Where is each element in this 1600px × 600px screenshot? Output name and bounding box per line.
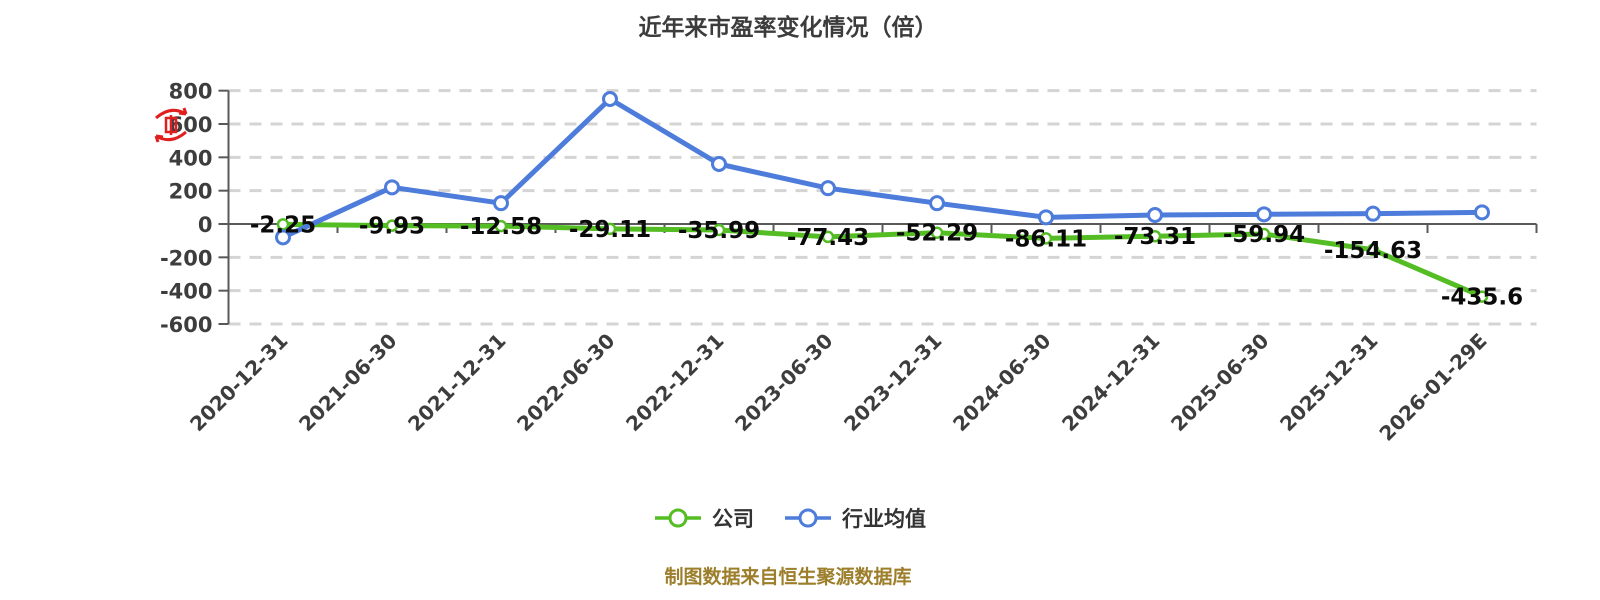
legend-label-company: 公司 — [712, 507, 754, 531]
legend-label-industry-average: 行业均值 — [842, 507, 926, 531]
x-axis-label: 2026-01-29E — [1374, 329, 1491, 446]
x-axis-label: 2022-06-30 — [512, 329, 619, 436]
x-axis-label: 2025-12-31 — [1275, 329, 1382, 436]
y-axis-label: -200 — [160, 246, 213, 270]
series-0-point[interactable] — [712, 223, 726, 237]
y-axis-label: 200 — [169, 180, 213, 204]
series-1-point[interactable] — [1038, 209, 1054, 226]
data-label: -435.6 — [1441, 285, 1523, 311]
legend-item-company[interactable]: 公司 — [654, 503, 754, 533]
series-1-point[interactable] — [1256, 206, 1272, 223]
x-axis-label: 2025-06-30 — [1166, 329, 1273, 436]
x-axis-label: 2020-12-31 — [185, 329, 292, 436]
y-axis-label: -600 — [160, 313, 213, 337]
data-label: -2.25 — [250, 212, 316, 238]
red-refresh-stamp-icon — [154, 107, 188, 143]
x-axis-label: 2021-06-30 — [294, 329, 401, 436]
series-0-point[interactable] — [821, 230, 835, 244]
series-0-point[interactable] — [603, 222, 617, 236]
y-axis-label: -400 — [160, 280, 213, 304]
series-1-point[interactable] — [384, 179, 400, 196]
y-axis-label: 0 — [198, 213, 213, 237]
legend-marker-industry-average-icon — [785, 508, 831, 528]
y-axis-label: 800 — [169, 80, 213, 104]
series-0-point[interactable] — [1475, 290, 1489, 303]
x-axis-label: 2021-12-31 — [403, 329, 510, 436]
series-0-point[interactable] — [930, 226, 944, 239]
legend-marker-company-icon — [655, 508, 701, 528]
series-1-line — [280, 96, 1485, 240]
series-1-point[interactable] — [820, 180, 836, 197]
series-0-line — [280, 221, 1485, 300]
series-1-point[interactable] — [1365, 205, 1381, 222]
data-label: -77.43 — [787, 225, 869, 251]
x-axis-label: 2024-06-30 — [948, 329, 1055, 436]
data-label: -59.94 — [1223, 222, 1305, 248]
series-0-point[interactable] — [494, 219, 508, 233]
series-1-point[interactable] — [1147, 207, 1163, 223]
series-0-point[interactable] — [1148, 229, 1162, 243]
x-axis-label: 2023-06-30 — [730, 329, 837, 436]
legend-item-industry-average[interactable]: 行业均值 — [784, 503, 926, 533]
series-1-point[interactable] — [493, 195, 509, 212]
series-1-point[interactable] — [602, 91, 618, 107]
series-0-point[interactable] — [385, 219, 399, 232]
data-label: -73.31 — [1114, 224, 1196, 250]
data-label: -154.63 — [1324, 238, 1422, 264]
x-axis-label: 2022-12-31 — [621, 329, 728, 436]
data-label: -52.29 — [896, 221, 978, 247]
series-1-point[interactable] — [711, 156, 727, 172]
x-axis-label: 2023-12-31 — [839, 329, 946, 436]
series-1-point[interactable] — [929, 195, 945, 212]
data-label: -9.93 — [359, 214, 425, 240]
data-label: -12.58 — [460, 214, 542, 240]
series-0-point[interactable] — [1366, 243, 1380, 257]
x-axis-label: 2024-12-31 — [1057, 329, 1164, 436]
data-label: -35.99 — [678, 218, 760, 244]
legend: 公司 行业均值 — [654, 503, 926, 533]
series-1-point[interactable] — [1474, 204, 1490, 221]
y-axis-label: 400 — [169, 146, 213, 170]
series-1-point[interactable] — [275, 229, 291, 246]
data-source-note: 制图数据来自恒生聚源数据库 — [664, 566, 912, 588]
series-0-point[interactable] — [1257, 227, 1271, 241]
series-0-point[interactable] — [1039, 232, 1053, 245]
data-label: -29.11 — [569, 217, 651, 243]
data-label: -86.11 — [1005, 226, 1087, 252]
chart-title: 近年来市盈率变化情况（倍） — [638, 15, 938, 41]
